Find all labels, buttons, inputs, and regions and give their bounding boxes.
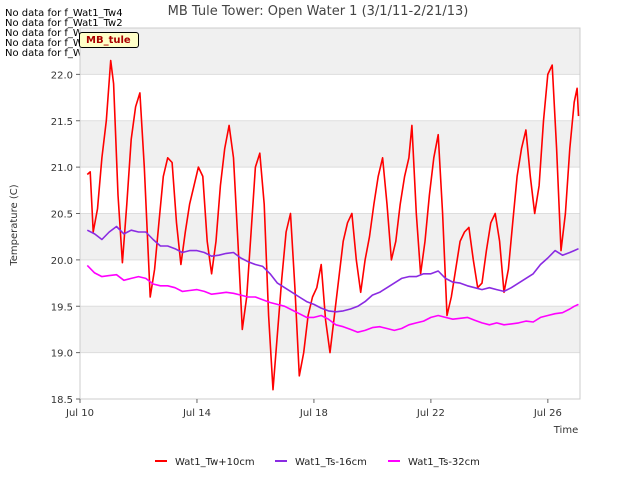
no-data-note: No data for f_Wat1_Ts8: [5, 48, 120, 59]
legend-label: Wat1_Ts-16cm: [295, 457, 367, 468]
y-tick-label: 21.0: [51, 163, 73, 174]
x-tick-label: Jul 10: [65, 408, 94, 419]
y-tick-label: 22.0: [51, 70, 73, 81]
y-tick-label: 20.0: [51, 256, 73, 267]
y-axis-label: Temperature (C): [9, 184, 20, 266]
no-data-note: No data for f_Wat1_Ts4: [5, 38, 120, 49]
series-line: [86, 225, 579, 313]
legend-label: Wat1_Tw+10cm: [175, 457, 255, 468]
chart-title: MB Tule Tower: Open Water 1 (3/1/11-2/21…: [168, 4, 469, 19]
x-tick-label: Jul 14: [182, 408, 211, 419]
no-data-note: No data for f_Wat1_Tw4: [5, 8, 123, 19]
plot-background: [79, 27, 581, 400]
x-tick-label: Jul 22: [416, 408, 445, 419]
legend-label: Wat1_Ts-32cm: [408, 457, 480, 468]
grid-band: [80, 120, 580, 168]
site-tag-label: MB_tule: [86, 35, 131, 46]
y-tick-label: 18.5: [51, 395, 73, 406]
series-line: [86, 59, 580, 391]
x-axis-label: Time: [553, 425, 578, 436]
grid-band: [80, 28, 580, 75]
x-tick-label: Jul 26: [533, 408, 562, 419]
y-tick-label: 19.0: [51, 349, 73, 360]
series-lines: [86, 59, 580, 391]
grid-band: [80, 213, 580, 260]
legend: Wat1_Tw+10cm Wat1_Ts-16cm Wat1_Ts-32cm: [155, 457, 480, 468]
no-data-note: No data for f_Wat1_Tw2: [5, 18, 123, 29]
grid-band: [80, 306, 580, 353]
x-tick-label: Jul 18: [299, 408, 328, 419]
no-data-note: No data for f_Wat1_Ts2: [5, 28, 120, 39]
site-tag-box: [79, 32, 139, 48]
y-tick-label: 19.5: [51, 302, 73, 313]
y-tick-label: 21.5: [51, 117, 73, 128]
series-line: [86, 264, 579, 333]
axes: 18.5 19.0 19.5 20.0 20.5 21.0 21.5 22.0 Jul 10 Ju…: [51, 70, 562, 419]
y-tick-label: 20.5: [51, 210, 73, 221]
